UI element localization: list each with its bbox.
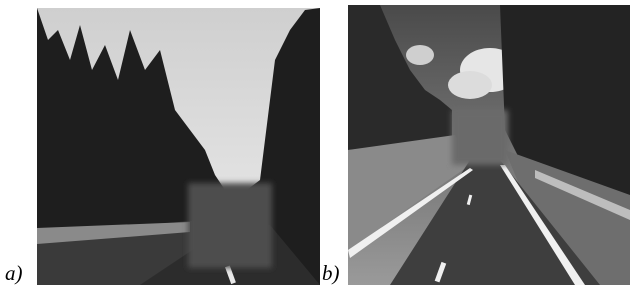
panel-label: b)	[322, 261, 340, 285]
photo-b	[348, 5, 630, 285]
photo-a	[37, 8, 320, 285]
figure: a) b)	[0, 0, 633, 288]
panel-label: a)	[5, 261, 23, 285]
